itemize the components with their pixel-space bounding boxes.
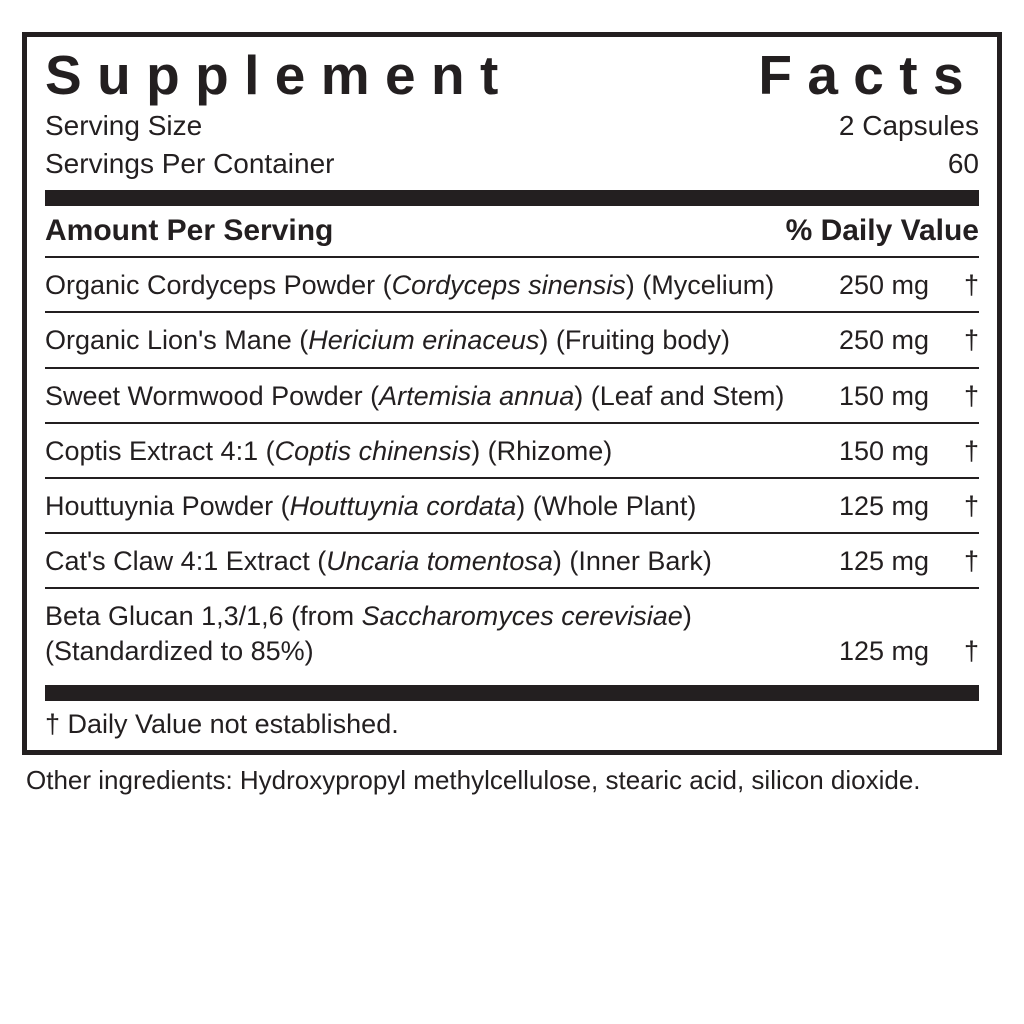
dv-footnote: † Daily Value not established. — [45, 705, 979, 744]
ingredient-dv: † — [929, 323, 979, 358]
ingredient-dv: † — [929, 489, 979, 524]
ingredient-name-latin: Cordyceps sinensis — [392, 270, 626, 300]
ingredient-name-post: ) (Fruiting body) — [539, 325, 730, 355]
ingredient-name: Coptis Extract 4:1 (Coptis chinensis) (R… — [45, 434, 799, 469]
servings-per-container-label: Servings Per Container — [45, 145, 334, 183]
other-ingredients: Other ingredients: Hydroxypropyl methylc… — [22, 755, 1002, 796]
ingredient-row: Houttuynia Powder (Houttuynia cordata) (… — [45, 479, 979, 534]
ingredient-dv: † — [929, 544, 979, 579]
ingredient-name-pre: Coptis Extract 4:1 ( — [45, 436, 275, 466]
serving-size-label: Serving Size — [45, 107, 202, 145]
amount-per-serving-header: Amount Per Serving — [45, 214, 333, 248]
servings-per-container-row: Servings Per Container 60 — [45, 145, 979, 183]
ingredient-name-latin: Uncaria tomentosa — [326, 546, 553, 576]
ingredient-name-post: ) (Inner Bark) — [553, 546, 712, 576]
servings-per-container-value: 60 — [948, 145, 979, 183]
ingredient-amount: 150 mg — [799, 379, 929, 414]
daily-value-header: % Daily Value — [786, 214, 979, 248]
ingredient-name-post: ) (Whole Plant) — [516, 491, 696, 521]
ingredient-row: Cat's Claw 4:1 Extract (Uncaria tomentos… — [45, 534, 979, 589]
ingredient-name: Beta Glucan 1,3/1,6 (from Saccharomyces … — [45, 599, 799, 669]
column-headers: Amount Per Serving % Daily Value — [45, 212, 979, 258]
ingredient-row: Beta Glucan 1,3/1,6 (from Saccharomyces … — [45, 589, 979, 677]
supplement-facts-panel: Supplement Facts Serving Size 2 Capsules… — [22, 32, 1002, 755]
ingredient-name-pre: Cat's Claw 4:1 Extract ( — [45, 546, 326, 576]
ingredient-dv: † — [929, 379, 979, 414]
supplement-facts-wrap: Supplement Facts Serving Size 2 Capsules… — [0, 0, 1024, 828]
ingredient-row: Organic Lion's Mane (Hericium erinaceus)… — [45, 313, 979, 368]
ingredient-row: Coptis Extract 4:1 (Coptis chinensis) (R… — [45, 424, 979, 479]
ingredient-row: Organic Cordyceps Powder (Cordyceps sine… — [45, 258, 979, 313]
ingredient-dv: † — [929, 634, 979, 669]
ingredient-amount: 250 mg — [799, 268, 929, 303]
panel-title: Supplement Facts — [45, 47, 979, 105]
ingredient-name: Organic Lion's Mane (Hericium erinaceus)… — [45, 323, 799, 358]
ingredient-name-post: ) (Rhizome) — [471, 436, 612, 466]
serving-size-row: Serving Size 2 Capsules — [45, 107, 979, 145]
ingredient-amount: 125 mg — [799, 489, 929, 524]
ingredient-name-latin: Artemisia annua — [379, 381, 574, 411]
ingredient-name-latin: Saccharomyces cerevisiae — [362, 601, 683, 631]
ingredient-name: Houttuynia Powder (Houttuynia cordata) (… — [45, 489, 799, 524]
ingredient-name-latin: Houttuynia cordata — [290, 491, 517, 521]
ingredient-name-pre: Houttuynia Powder ( — [45, 491, 290, 521]
ingredient-name-pre: Sweet Wormwood Powder ( — [45, 381, 379, 411]
serving-size-value: 2 Capsules — [839, 107, 979, 145]
ingredient-name-post: ) (Leaf and Stem) — [574, 381, 784, 411]
ingredient-name-pre: Organic Lion's Mane ( — [45, 325, 308, 355]
ingredient-dv: † — [929, 268, 979, 303]
ingredient-amount: 150 mg — [799, 434, 929, 469]
divider-bar-bottom — [45, 685, 979, 701]
ingredient-name: Organic Cordyceps Powder (Cordyceps sine… — [45, 268, 799, 303]
divider-bar-top — [45, 190, 979, 206]
ingredient-name-latin: Coptis chinensis — [275, 436, 472, 466]
ingredient-name: Cat's Claw 4:1 Extract (Uncaria tomentos… — [45, 544, 799, 579]
ingredients-list: Organic Cordyceps Powder (Cordyceps sine… — [45, 258, 979, 677]
ingredient-name-pre: Beta Glucan 1,3/1,6 (from — [45, 601, 362, 631]
ingredient-amount: 250 mg — [799, 323, 929, 358]
ingredient-name-post: ) (Mycelium) — [626, 270, 775, 300]
ingredient-name-latin: Hericium erinaceus — [308, 325, 539, 355]
ingredient-name-pre: Organic Cordyceps Powder ( — [45, 270, 392, 300]
ingredient-name: Sweet Wormwood Powder (Artemisia annua) … — [45, 379, 799, 414]
ingredient-amount: 125 mg — [799, 634, 929, 669]
ingredient-row: Sweet Wormwood Powder (Artemisia annua) … — [45, 369, 979, 424]
ingredient-dv: † — [929, 434, 979, 469]
ingredient-amount: 125 mg — [799, 544, 929, 579]
